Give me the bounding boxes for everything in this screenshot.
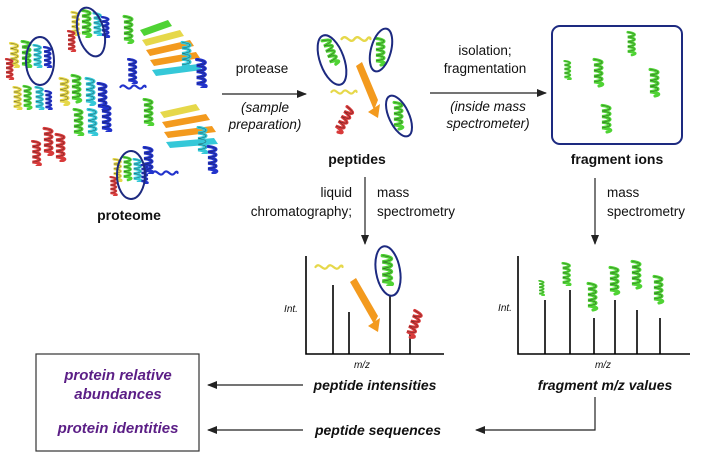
selection-ellipse: [75, 6, 107, 58]
fragment-mz-label: fragment m/z values: [538, 377, 673, 393]
selection-ellipse: [25, 36, 55, 86]
lc-label-2: chromatography;: [251, 204, 352, 219]
proteome-label: proteome: [97, 207, 161, 223]
peptide-spectrum: Int. m/z: [284, 245, 444, 371]
beta-strand-icon: [356, 62, 378, 110]
peptide-spectrum-axes: [305, 256, 444, 355]
sample-prep-label-2: preparation): [228, 117, 302, 132]
isolation-label-1: isolation;: [458, 43, 511, 58]
peptide-sequences-label: peptide sequences: [314, 422, 441, 438]
selection-ellipse: [368, 27, 394, 73]
ms-label-1: mass: [377, 185, 410, 200]
beta-strand-icon: [350, 278, 378, 324]
peptide-intensities-label: peptide intensities: [313, 377, 437, 393]
ms-label-2: spectrometry: [377, 204, 455, 219]
isolation-label-2: fragmentation: [444, 61, 527, 76]
protein-structure-icon: [142, 98, 219, 176]
lc-label-1: liquid: [320, 185, 352, 200]
fragment-spectrum-axes: [517, 256, 690, 355]
ms2-label-2: spectrometry: [607, 204, 685, 219]
mz-label-left: m/z: [354, 360, 370, 371]
inside-ms-label-1: (inside mass: [450, 99, 526, 114]
mz-label-right: m/z: [595, 360, 611, 371]
ms2-label-1: mass: [607, 185, 640, 200]
protein-relative-label-2: abundances: [74, 386, 162, 403]
proteome-structures: [4, 6, 219, 200]
fragment-ions-box: [551, 25, 683, 145]
selection-ellipse: [385, 94, 413, 138]
peptides-cluster: [316, 27, 413, 138]
protease-label: protease: [236, 61, 289, 76]
sequence-arrow: [475, 397, 596, 434]
selection-ellipse: [116, 150, 146, 200]
protein-structure-icon: [30, 73, 113, 166]
protein-structure-icon: [119, 14, 208, 90]
fragment-ions-label: fragment ions: [571, 151, 664, 167]
protein-relative-label-1: protein relative: [63, 367, 172, 384]
protein-identities-label: protein identities: [57, 420, 179, 437]
int-label-left: Int.: [284, 304, 298, 315]
selection-ellipse: [316, 34, 348, 86]
fragment-spectrum: Int. m/z: [498, 256, 690, 371]
peptides-label: peptides: [328, 151, 386, 167]
results-box: [35, 353, 200, 452]
selection-ellipse: [374, 245, 402, 297]
protein-structure-icon: [12, 84, 53, 110]
protein-structure-icon: [66, 8, 111, 52]
sample-prep-label-1: (sample: [241, 100, 289, 115]
int-label-right: Int.: [498, 303, 512, 314]
inside-ms-label-2: spectrometer): [446, 116, 529, 131]
